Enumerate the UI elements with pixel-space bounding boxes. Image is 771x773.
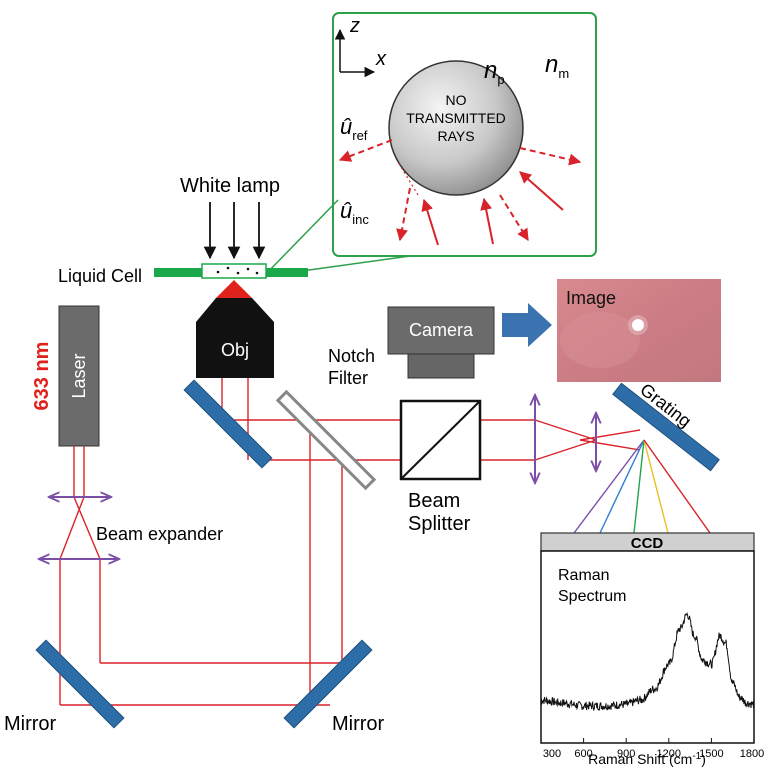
notch-label-line1: Notch	[328, 346, 375, 366]
n-p-label: np	[484, 57, 505, 87]
mirror-left-label: Mirror	[4, 713, 57, 735]
n-m-label: nm	[545, 51, 569, 81]
beam-splitter-label-line2: Splitter	[408, 513, 471, 535]
spectrum-frame	[540, 550, 755, 744]
ray-arrows	[338, 139, 582, 246]
spectrum-title-line1: Raman	[558, 567, 610, 584]
spectrum-x-ticks: 300 600 900 1200 1500 1800	[540, 738, 764, 760]
particle-spot	[632, 319, 644, 331]
white-lamp-label: White lamp	[180, 175, 280, 197]
u-ref-label: ûref	[340, 114, 368, 143]
laser-body	[58, 305, 100, 447]
camera-arrow	[502, 303, 552, 347]
x-tick-label: 1800	[740, 748, 764, 760]
raman-spectrum-plot: Raman Spectrum 300 600 900 1200 1500 1800 Ram…	[540, 550, 764, 767]
focused-beam-cone	[216, 280, 252, 298]
objective-top	[196, 298, 274, 322]
notch-filter	[275, 389, 377, 491]
u-inc-label: ûinc	[340, 198, 369, 227]
objective-body	[196, 322, 274, 378]
notch-label-line2: Filter	[328, 368, 368, 388]
beam-expander-label: Beam expander	[96, 524, 223, 544]
dispersed-spectrum-lines	[573, 439, 711, 534]
x-tick-label: 300	[543, 748, 561, 760]
beam-splitter-label-line1: Beam	[408, 490, 460, 512]
inset-panel: z x NO TRANSMITTED RAYS np nm ûref ûinc	[261, 12, 597, 279]
spectrum-line	[540, 612, 755, 712]
image-label: Image	[566, 288, 616, 308]
axis-x-label: x	[375, 48, 387, 70]
particle-sphere	[388, 60, 524, 196]
x-tick-label: 1500	[699, 748, 723, 760]
liquid-cell-label: Liquid Cell	[58, 266, 142, 286]
sphere-text-line3: RAYS	[437, 128, 474, 144]
x-tick-label: 600	[574, 748, 592, 760]
cell-particles	[216, 266, 259, 275]
ccd-label: CCD	[631, 535, 664, 552]
spectrometer-lenses	[535, 396, 596, 482]
laser-label: Laser	[69, 353, 89, 398]
x-tick-label: 900	[617, 748, 635, 760]
spectrum-x-label: Raman Shift (cm-1)	[588, 751, 706, 767]
spectrum-title-line2: Spectrum	[558, 588, 626, 605]
grating	[612, 382, 720, 472]
x-tick-label: 1200	[657, 748, 681, 760]
objective-label: Obj	[221, 340, 249, 360]
camera-lens	[407, 353, 475, 379]
inset-connector-left	[261, 199, 339, 279]
beam-expander-lenses	[40, 497, 118, 559]
camera-body	[387, 306, 495, 355]
mirror-right-label: Mirror	[332, 713, 385, 735]
objective-mirror	[183, 379, 273, 469]
lamp-arrows	[203, 202, 266, 260]
mirror-left	[35, 639, 125, 729]
axis-z-label: z	[349, 15, 360, 37]
sphere-text-line2: TRANSMITTED	[406, 110, 506, 126]
liquid-cell-chamber	[201, 263, 267, 279]
camera-label: Camera	[409, 320, 474, 340]
wavelength-label: 633 nm	[31, 342, 53, 411]
sphere-text-line1: NO	[446, 92, 467, 108]
mirror-right	[283, 639, 373, 729]
